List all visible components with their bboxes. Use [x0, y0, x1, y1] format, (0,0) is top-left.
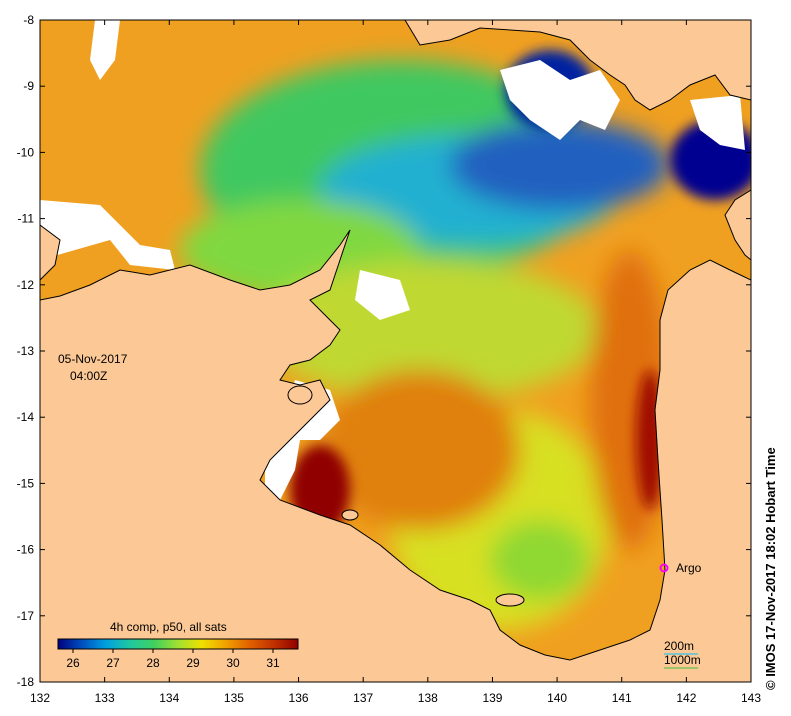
colorbar-tick-label: 28 — [146, 656, 160, 670]
isobath-label-200m: 200m — [664, 639, 694, 653]
y-tick-label: -8 — [23, 13, 34, 27]
nodata-patch-north — [500, 60, 620, 140]
x-tick-label: 140 — [547, 691, 567, 705]
land-cape-york-east — [724, 189, 751, 261]
x-tick-label: 136 — [289, 691, 309, 705]
nodata-patch-nw-strip — [90, 20, 120, 80]
nodata-patch-gulf-w — [265, 380, 340, 500]
y-tick-label: -18 — [17, 675, 35, 689]
sst-patch-warm-west — [320, 370, 520, 530]
island-mornington — [495, 593, 525, 607]
x-tick-label: 138 — [418, 691, 438, 705]
colorbar-tick-label: 26 — [66, 656, 80, 670]
sst-patch-yellow-central — [260, 260, 600, 400]
sst-patch-blue — [450, 120, 670, 210]
y-tick-label: -12 — [17, 278, 35, 292]
x-tick-label: 139 — [482, 691, 502, 705]
x-tick-label: 137 — [353, 691, 373, 705]
nodata-patch-central — [355, 270, 410, 320]
colorbar-tick-label: 30 — [226, 656, 240, 670]
isobath-label-1000m: 1000m — [664, 653, 701, 667]
argo-marker — [659, 563, 669, 573]
y-tick-label: -13 — [17, 344, 35, 358]
colorbar-ticks: 26 27 28 29 30 31 — [66, 649, 280, 670]
map-date: 05-Nov-2017 — [58, 352, 128, 366]
x-tick-label: 141 — [612, 691, 632, 705]
x-tick-label: 133 — [95, 691, 115, 705]
x-tick-label: 142 — [676, 691, 696, 705]
x-axis-ticks: 132 133 134 135 136 137 138 139 140 141 142 143 — [30, 20, 761, 705]
x-tick-label: 135 — [224, 691, 244, 705]
y-tick-label: -17 — [17, 609, 35, 623]
x-tick-label: 143 — [741, 691, 761, 705]
land-cape-york — [404, 20, 751, 111]
map-time: 04:00Z — [70, 369, 107, 383]
y-tick-label: -9 — [23, 79, 34, 93]
y-tick-label: -15 — [17, 476, 35, 490]
colorbar-title: 4h comp, p50, all sats — [110, 620, 227, 634]
colorbar-tick-label: 27 — [106, 656, 120, 670]
credit-text: © IMOS 17-Nov-2017 18:02 Hobart Time — [763, 447, 778, 690]
island-groote — [287, 385, 313, 405]
sst-patch-green-south — [490, 520, 590, 600]
y-axis-ticks: -8 -9 -10 -11 -12 -13 -14 -15 -16 -17 -18 — [17, 13, 751, 689]
nodata-patch-west — [40, 200, 175, 270]
colorbar — [57, 638, 299, 650]
y-tick-label: -10 — [17, 145, 35, 159]
island-wellesley — [341, 509, 359, 521]
y-tick-label: -11 — [18, 212, 35, 226]
land-top-end — [40, 224, 751, 682]
colorbar-tick-label: 31 — [266, 656, 280, 670]
y-tick-label: -14 — [17, 410, 35, 424]
x-tick-label: 134 — [159, 691, 179, 705]
colorbar-tick-label: 29 — [186, 656, 200, 670]
x-tick-label: 132 — [30, 691, 50, 705]
argo-label: Argo — [676, 561, 702, 575]
y-tick-label: -16 — [17, 543, 35, 557]
nodata-patch-ne — [690, 95, 745, 150]
